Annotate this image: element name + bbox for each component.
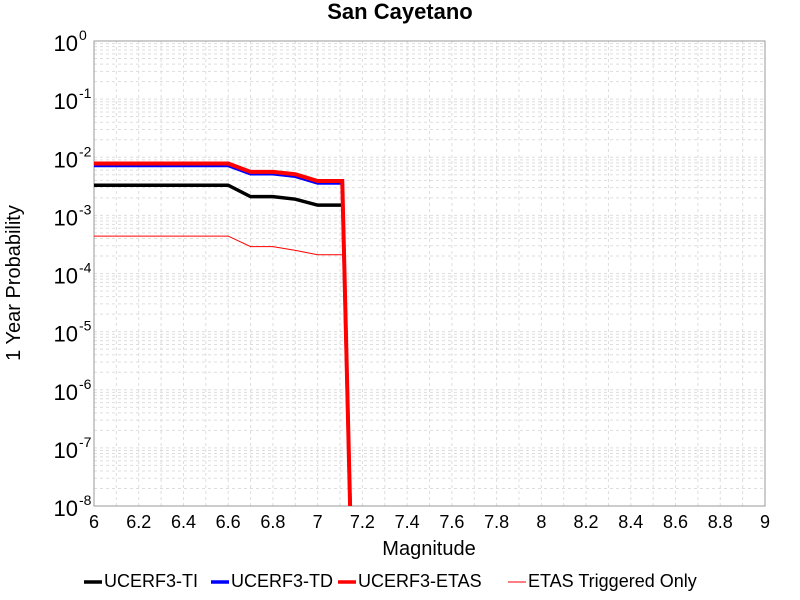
y-tick-label: 10 <box>54 205 78 230</box>
chart-title: San Cayetano <box>327 0 473 24</box>
series-line-1 <box>94 163 352 507</box>
series-line-3 <box>94 235 343 256</box>
x-tick-label: 7.6 <box>439 512 464 532</box>
legend: UCERF3-TI UCERF3-TD UCERF3-ETAS ETAS Trigge… <box>84 571 697 591</box>
y-tick-label: 10 <box>54 380 78 405</box>
y-tick-exponent: -8 <box>79 492 92 508</box>
x-tick-label: 6.6 <box>216 512 241 532</box>
x-tick-label: 6 <box>89 512 99 532</box>
x-tick-label: 9 <box>760 512 770 532</box>
x-tick-label: 7.8 <box>484 512 509 532</box>
y-tick-exponent: -1 <box>79 85 92 101</box>
grid <box>93 41 766 507</box>
y-tick-label: 10 <box>54 322 78 347</box>
y-tick-exponent: -4 <box>79 260 92 276</box>
y-tick-label: 10 <box>54 496 78 521</box>
x-axis-label: Magnitude <box>382 538 475 560</box>
x-tick-label: 8.2 <box>574 512 599 532</box>
x-tick-label: 8 <box>536 512 546 532</box>
series-line-2 <box>94 161 353 507</box>
legend-entry-3: ETAS Triggered Only <box>528 571 697 591</box>
x-tick-label: 6.4 <box>171 512 196 532</box>
x-axis-ticks: 6 6.2 6.4 6.6 6.8 7 7.2 7.4 7.6 7.8 8 8.2 8.4 8.6 8.8 9 <box>89 512 770 532</box>
y-tick-exponent: -6 <box>79 376 92 392</box>
series-layer <box>94 161 353 507</box>
y-axis-label: 1 Year Probability <box>3 205 25 361</box>
y-tick-label: 10 <box>54 147 78 172</box>
x-tick-label: 6.8 <box>260 512 285 532</box>
x-tick-label: 7.4 <box>395 512 420 532</box>
x-tick-label: 7 <box>313 512 323 532</box>
y-tick-exponent: -5 <box>79 318 92 334</box>
y-tick-exponent: 0 <box>79 27 87 43</box>
y-tick-exponent: -3 <box>79 201 92 217</box>
x-tick-label: 7.2 <box>350 512 375 532</box>
x-tick-label: 8.8 <box>708 512 733 532</box>
x-tick-label: 8.6 <box>663 512 688 532</box>
series-line-0 <box>94 183 343 207</box>
y-tick-exponent: -7 <box>79 434 92 450</box>
y-tick-label: 10 <box>54 89 78 114</box>
plot-frame <box>93 40 766 507</box>
legend-entry-1: UCERF3-TD <box>231 571 333 591</box>
y-tick-label: 10 <box>54 31 78 56</box>
legend-entry-0: UCERF3-TI <box>104 571 198 591</box>
y-tick-exponent: -2 <box>79 143 92 159</box>
y-tick-label: 10 <box>54 438 78 463</box>
y-tick-label: 10 <box>54 264 78 289</box>
x-tick-label: 6.2 <box>126 512 151 532</box>
x-tick-label: 8.4 <box>618 512 643 532</box>
legend-entry-2: UCERF3-ETAS <box>358 571 482 591</box>
